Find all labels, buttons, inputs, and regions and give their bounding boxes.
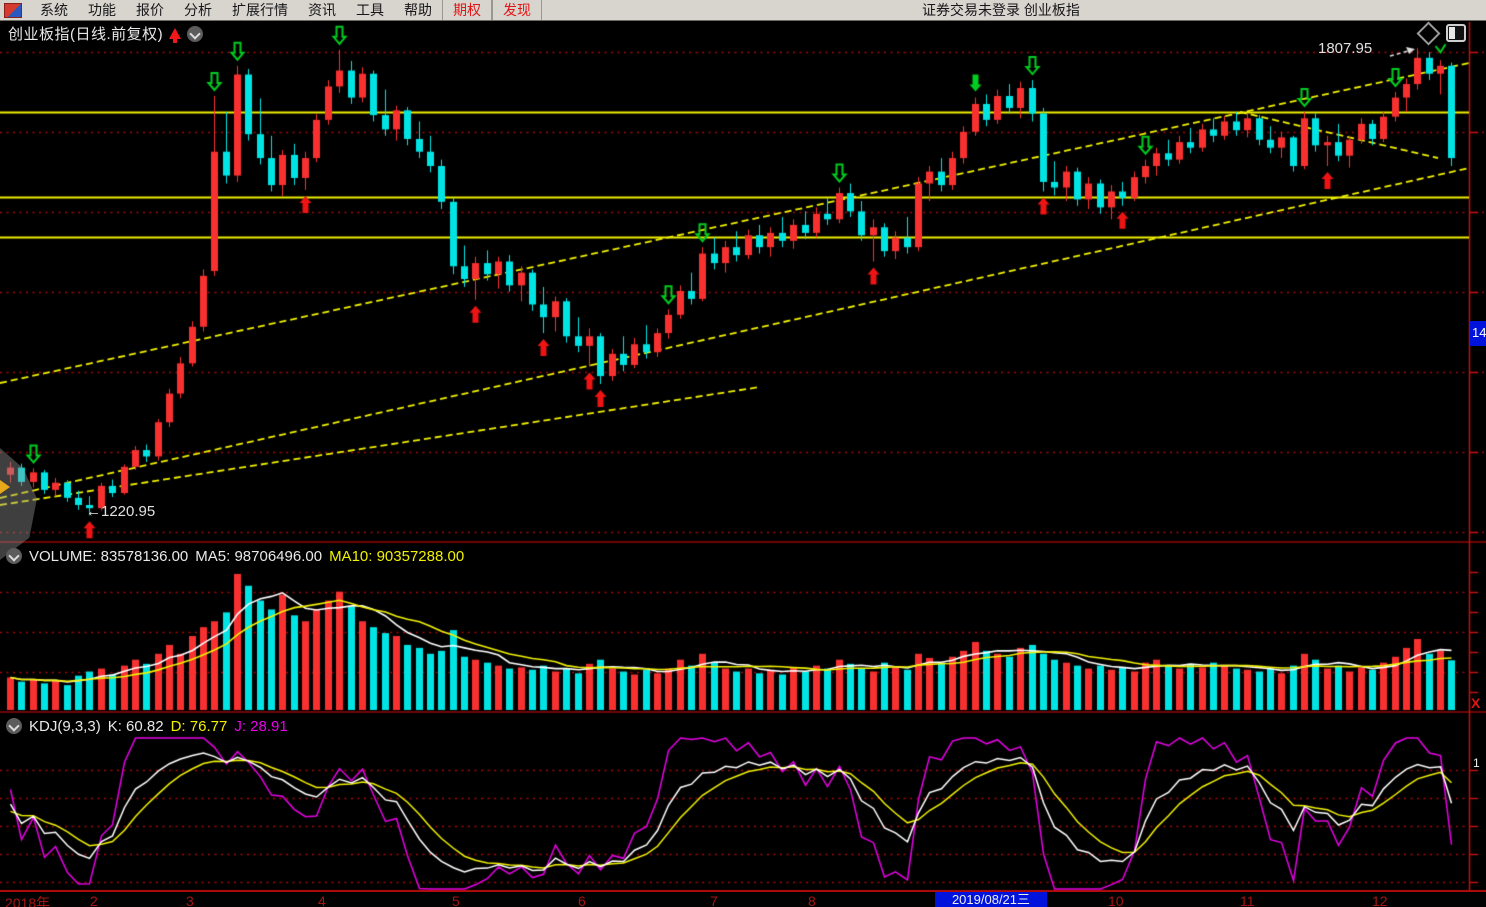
last-price-axis-label: 14 — [1470, 321, 1486, 346]
kdj-j-value: J: 28.91 — [234, 717, 288, 735]
axis-month-label: 7 — [710, 893, 718, 907]
axis-month-label: 6 — [578, 893, 586, 907]
chart-title: 创业板指(日线.前复权) — [8, 26, 164, 43]
kdj-axis-label: 1 — [1473, 756, 1480, 770]
menu-items: 系统 功能 报价 分析 扩展行情 资讯 工具 帮助 期权 发现 — [30, 0, 542, 20]
high-price-annotation: 1807.95 — [1318, 40, 1373, 57]
volume-value: VOLUME: 83578136.00 — [29, 547, 189, 565]
collapse-main-icon[interactable] — [187, 25, 204, 42]
menu-item-帮助[interactable]: 帮助 — [404, 2, 432, 18]
menu-item-系统[interactable]: 系统 — [40, 2, 68, 18]
axis-month-label: 5 — [452, 893, 460, 907]
diamond-tool-icon[interactable] — [1416, 20, 1441, 46]
axis-month-label: 8 — [808, 893, 816, 907]
axis-month-label: 3 — [186, 893, 194, 907]
menu-item-扩展行情[interactable]: 扩展行情 — [232, 2, 288, 18]
collapse-kdj-icon[interactable] — [6, 718, 22, 734]
menu-item-资讯[interactable]: 资讯 — [308, 2, 336, 18]
axis-month-label: 10 — [1108, 893, 1124, 907]
menu-item-期权[interactable]: 期权 — [442, 0, 492, 20]
menu-item-工具[interactable]: 工具 — [356, 2, 384, 18]
volume-ma5-value: MA5: 98706496.00 — [195, 547, 323, 565]
chart-title-row: 创业板指(日线.前复权) — [8, 23, 204, 44]
low-price-annotation: ←1220.95 — [86, 503, 156, 520]
axis-month-label: 4 — [318, 893, 326, 907]
collapse-volume-icon[interactable] — [6, 548, 22, 564]
date-axis: 2018年 2 3 4 5 6 7 8 10 11 12 2019/08/21三 — [0, 892, 1486, 907]
menu-bar: 系统 功能 报价 分析 扩展行情 资讯 工具 帮助 期权 发现 证券交易未登录 创业板指 — [0, 0, 1486, 21]
menu-item-发现[interactable]: 发现 — [492, 0, 542, 20]
volume-ma10-value: MA10: 90357288.00 — [329, 547, 465, 565]
menu-item-报价[interactable]: 报价 — [136, 2, 164, 18]
login-status-text: 证券交易未登录 创业板指 — [922, 2, 1080, 18]
kdj-d-value: D: 76.77 — [170, 717, 228, 735]
selected-date-label: 2019/08/21三 — [935, 892, 1047, 907]
kdj-k-value: K: 60.82 — [107, 717, 164, 735]
kdj-header: KDJ(9,3,3) K: 60.82 D: 76.77 J: 28.91 — [6, 716, 288, 736]
layout-toggle-icon[interactable] — [1446, 24, 1466, 42]
orange-flag-icon — [0, 480, 10, 494]
menu-item-分析[interactable]: 分析 — [184, 2, 212, 18]
volume-corner-label: X — [1471, 695, 1481, 711]
axis-month-label: 2018年 — [5, 895, 51, 907]
volume-header: VOLUME: 83578136.00 MA5: 98706496.00 MA1… — [6, 546, 464, 566]
axis-month-label: 11 — [1240, 893, 1255, 907]
axis-month-label: 2 — [90, 893, 98, 907]
kdj-name: KDJ(9,3,3) — [29, 717, 101, 735]
app-logo-icon — [4, 2, 22, 18]
up-arrow-icon — [169, 28, 182, 43]
axis-month-label: 12 — [1372, 893, 1388, 907]
menu-item-功能[interactable]: 功能 — [88, 2, 116, 18]
